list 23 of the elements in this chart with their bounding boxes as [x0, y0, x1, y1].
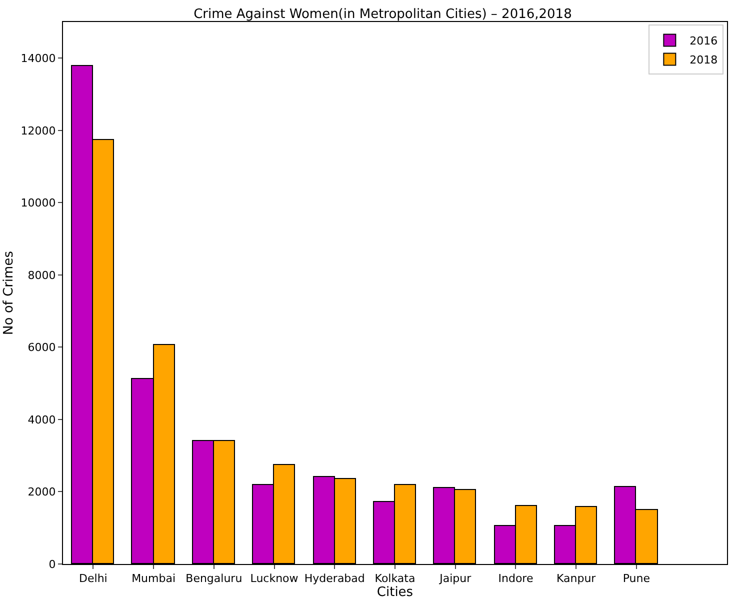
- legend-label: 2016: [690, 34, 718, 48]
- y-axis-title: No of Crimes: [2, 250, 17, 335]
- y-tick-label: 0: [48, 558, 56, 571]
- x-tick-label: Mumbai: [132, 572, 176, 586]
- y-tick-label: 14000: [20, 52, 56, 65]
- chart-title: Crime Against Women(in Metropolitan Cities) – 2016,2018: [194, 7, 572, 22]
- x-tick-label: Hyderabad: [304, 572, 365, 586]
- x-tick-label: Jaipur: [438, 572, 472, 586]
- x-tick-label: Indore: [498, 572, 534, 586]
- y-tick-label: 6000: [28, 341, 56, 354]
- x-tick-label: Delhi: [79, 572, 108, 586]
- x-tick-label: Kolkata: [374, 572, 416, 586]
- y-tick-label: 10000: [20, 196, 56, 210]
- x-tick-label: Bengaluru: [186, 572, 242, 586]
- y-tick-label: 4000: [28, 413, 56, 426]
- x-tick-label: Pune: [622, 572, 650, 586]
- legend-label: 2018: [690, 54, 718, 66]
- x-axis-title: Cities: [376, 585, 414, 600]
- y-tick-label: 12000: [20, 124, 56, 138]
- y-tick-label: 2000: [28, 486, 56, 499]
- x-tick-label: Kanpur: [556, 572, 596, 586]
- x-tick-label: Lucknow: [250, 572, 298, 586]
- y-tick-label: 8000: [28, 268, 56, 282]
